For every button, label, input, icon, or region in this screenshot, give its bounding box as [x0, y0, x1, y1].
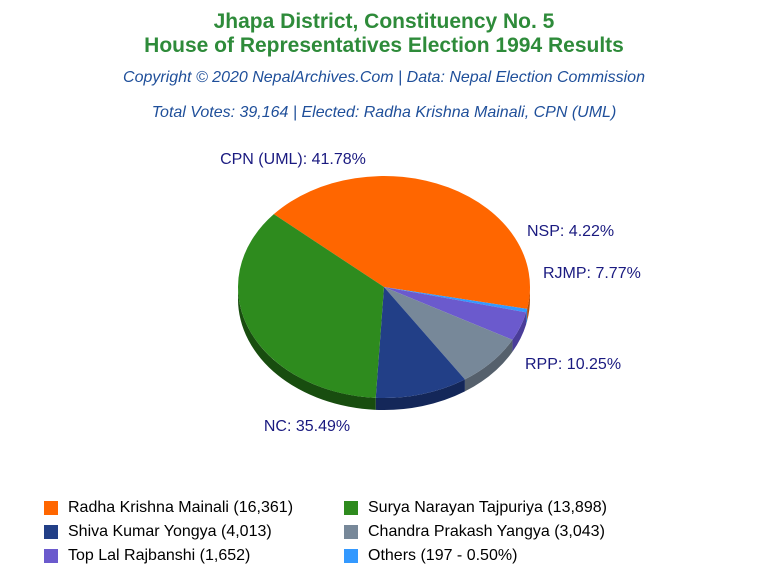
slice-label-3: RJMP: 7.77% [543, 265, 641, 282]
pie-slice-side-1 [526, 308, 528, 325]
pie-depth [238, 287, 530, 410]
pie-slice-5 [238, 214, 384, 398]
pie-slice-2 [384, 287, 527, 340]
pie-slice-0 [273, 176, 530, 309]
slice-label-5: NC: 35.49% [264, 418, 350, 435]
summary-text: Total Votes: 39,164 | Elected: Radha Kri… [151, 104, 617, 121]
pie-slices [238, 176, 530, 399]
pie-slice-4 [375, 287, 465, 399]
pie-slice-side-3 [464, 339, 513, 392]
copyright-text: Copyright © 2020 NepalArchives.Com | Dat… [123, 69, 645, 86]
pie-slice-side-0 [527, 287, 530, 321]
slice-label-0: CPN (UML): 41.78% [220, 151, 366, 168]
pie-slice-1 [384, 287, 528, 313]
chart-title-line2: House of Representatives Election 1994 R… [144, 34, 624, 57]
chart-title-line1: Jhapa District, Constituency No. 5 [213, 10, 555, 33]
pie-slice-side-4 [375, 379, 465, 410]
pie-slice-side-2 [512, 312, 527, 352]
pie-slice-3 [384, 287, 513, 380]
slice-label-4: RPP: 10.25% [525, 356, 621, 373]
slice-label-2: NSP: 4.22% [527, 223, 614, 240]
pie-slice-side-5 [238, 287, 376, 410]
